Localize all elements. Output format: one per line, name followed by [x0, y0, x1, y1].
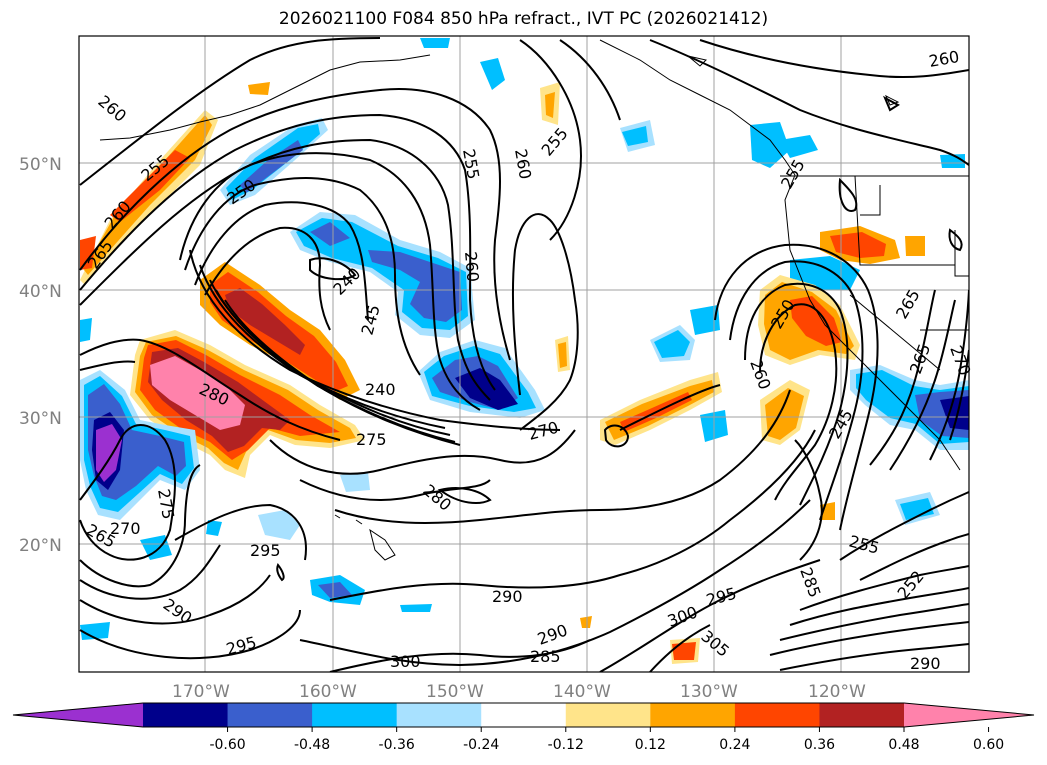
colorbar-tick-label: -0.12: [548, 737, 584, 753]
lon-label: 170°W: [172, 682, 230, 702]
contour-label: 245: [358, 303, 384, 337]
contour-label: 270: [110, 519, 141, 538]
colorbar-box: [481, 703, 567, 727]
contour-label: 275: [356, 430, 387, 449]
contour-label: 260: [927, 47, 960, 71]
latitude-labels: 50°N 40°N 30°N 20°N: [19, 155, 62, 556]
contour-label: 290: [910, 654, 941, 673]
contour-label: 265: [892, 286, 924, 322]
lon-label: 160°W: [299, 682, 357, 702]
contour-label: 260: [94, 92, 130, 126]
contour-label: 295: [704, 584, 738, 610]
lat-label: 30°N: [19, 409, 62, 429]
lon-label: 140°W: [553, 682, 611, 702]
contour-label: 265: [906, 341, 934, 376]
contour-label: 290: [492, 587, 523, 606]
colorbar-box: [396, 703, 482, 727]
contour-label: 270: [946, 343, 974, 378]
colorbar-box: [650, 703, 736, 727]
contour-label: 255: [459, 147, 483, 180]
contour-label: 255: [847, 532, 881, 558]
contour-label: 290: [535, 620, 570, 648]
lat-label: 20°N: [19, 536, 62, 556]
colorbar-box: [312, 703, 398, 727]
colorbar-ticks: -0.60 -0.48 -0.36 -0.24 -0.12 0.12 0.24 0.36 0.4…: [209, 727, 1004, 753]
colorbar-box: [143, 703, 229, 727]
contour-label: 260: [461, 251, 483, 283]
lat-label: 40°N: [19, 282, 62, 302]
colorbar-tick-label: -0.24: [463, 737, 499, 753]
contour-label: 305: [697, 627, 733, 661]
contour-label: 260: [746, 357, 774, 392]
colorbar-box: [819, 703, 905, 727]
colorbar-tick-label: -0.48: [294, 737, 330, 753]
lon-label: 120°W: [808, 682, 866, 702]
colorbar-tick-label: 0.36: [804, 737, 835, 753]
contour-label: 255: [538, 124, 572, 160]
colorbar-tick-label: 0.60: [973, 737, 1004, 753]
contour-label: 260: [511, 147, 535, 180]
colorbar-box: [565, 703, 651, 727]
colorbar-boxes: [143, 703, 905, 727]
contour-label: 295: [250, 541, 281, 560]
colorbar-tick-label: -0.60: [209, 737, 245, 753]
contour-label: 285: [530, 647, 561, 666]
longitude-labels: 170°W 160°W 150°W 140°W 130°W 120°W: [172, 682, 866, 702]
colorbar-tick-label: 0.24: [719, 737, 750, 753]
shaded-field: [80, 38, 969, 664]
colorbar-low-extension: [13, 703, 143, 727]
contour-label: 252: [894, 567, 928, 603]
contour-label: 295: [224, 633, 258, 659]
colorbar-high-extension: [904, 703, 1034, 727]
colorbar-tick-label: 0.12: [635, 737, 666, 753]
graticule: [79, 36, 969, 672]
contour-label: 275: [154, 487, 178, 520]
contour-label: 285: [796, 565, 824, 600]
colorbar-box: [227, 703, 313, 727]
colorbar-tick-label: -0.36: [379, 737, 415, 753]
contour-label: 300: [390, 652, 421, 671]
contour-label: 255: [777, 156, 809, 192]
colorbar: -0.60 -0.48 -0.36 -0.24 -0.12 0.12 0.24 0.36 0.4…: [12, 702, 1035, 753]
map-title: 2026021100 F084 850 hPa refract., IVT PC…: [278, 9, 769, 29]
contour-lines: [79, 37, 969, 672]
lon-label: 130°W: [680, 682, 738, 702]
contour-label: 300: [665, 602, 700, 630]
lon-label: 150°W: [426, 682, 484, 702]
contour-label: 280: [419, 481, 455, 515]
contour-label: 240: [365, 380, 396, 399]
map-frame: [78, 35, 970, 673]
colorbar-box: [734, 703, 820, 727]
colorbar-tick-label: 0.48: [888, 737, 919, 753]
lat-label: 50°N: [19, 155, 62, 175]
